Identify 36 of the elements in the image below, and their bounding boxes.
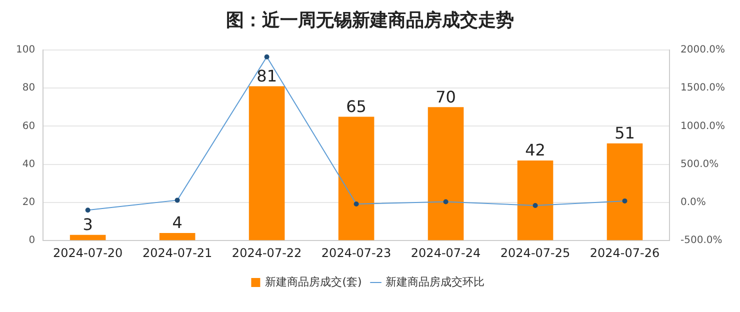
data-label: 65 [346, 96, 366, 116]
legend-label: 新建商品房成交(套) [265, 275, 362, 288]
y2-tick-label: -500.0% [680, 235, 722, 246]
y2-tick-label: 2000.0% [680, 44, 726, 56]
bar [338, 116, 374, 240]
bar [159, 232, 196, 240]
y-tick-label: 60 [22, 120, 36, 132]
x-tick-label: 2024-07-24 [410, 246, 481, 260]
legend-label: 新建商品房成交环比 [385, 275, 484, 288]
bar [70, 234, 106, 240]
data-label: 3 [82, 215, 93, 234]
y-tick-label: 20 [22, 197, 36, 208]
y2-tick-label: 0.0% [680, 197, 706, 208]
chart-title: 图：近一周无锡新建商品房成交走势 [225, 9, 515, 33]
x-tick-label: 2024-07-20 [52, 246, 123, 260]
bar [517, 160, 554, 240]
y-tick-label: 80 [22, 82, 36, 94]
y2-tick-label: 500.0% [680, 158, 719, 170]
data-label: 81 [256, 66, 277, 86]
data-label: 4 [172, 213, 182, 232]
x-tick-label: 2024-07-21 [142, 246, 212, 260]
x-tick-label: 2024-07-25 [500, 246, 570, 260]
x-tick-label: 2024-07-26 [590, 246, 660, 260]
y2-tick-label: 1000.0% [680, 120, 726, 132]
x-tick-label: 2024-07-23 [321, 246, 392, 260]
bar [428, 107, 464, 240]
data-label: 51 [614, 124, 635, 143]
x-tick-label: 2024-07-22 [232, 246, 302, 260]
y2-tick-label: 1500.0% [680, 82, 726, 94]
y-tick-label: 0 [28, 235, 36, 246]
data-label: 42 [525, 140, 546, 160]
data-label: 70 [436, 87, 456, 106]
bar [248, 86, 285, 240]
bar [606, 143, 643, 240]
y-tick-label: 100 [16, 44, 36, 56]
y-tick-label: 40 [22, 158, 36, 170]
